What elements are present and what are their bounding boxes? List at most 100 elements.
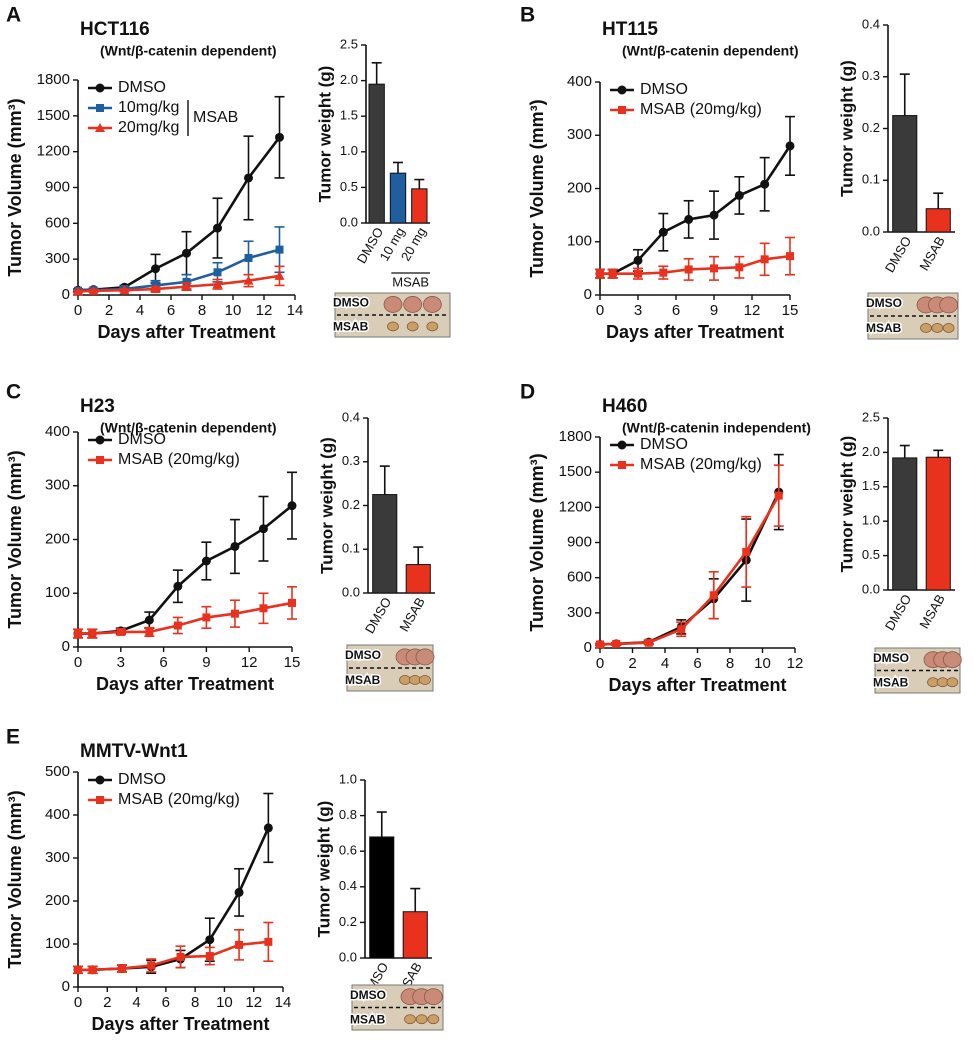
y-tick-label: 100 — [45, 935, 70, 952]
marker — [659, 268, 668, 277]
y-axis-label: Tumor Volume (mm³) — [527, 453, 547, 631]
y-tick-label: 300 — [567, 126, 592, 143]
series-line — [600, 145, 792, 275]
marker — [710, 264, 718, 273]
x-tick-label: MSAB — [916, 234, 947, 273]
series — [595, 236, 795, 281]
tumor — [931, 323, 944, 333]
y-tick-label: 0.0 — [339, 949, 357, 964]
marker — [677, 625, 686, 634]
marker — [74, 629, 82, 638]
bar — [389, 172, 407, 224]
tumor — [423, 988, 443, 1006]
panel-letter: D — [520, 381, 535, 404]
bar — [925, 208, 951, 233]
legend-label: 10mg/kg — [118, 99, 179, 116]
marker — [244, 173, 253, 183]
marker — [147, 961, 156, 970]
x-tick-label: 12 — [256, 302, 273, 319]
marker — [617, 85, 627, 95]
marker — [288, 598, 296, 607]
y-tick-label: 400 — [567, 73, 592, 90]
bar — [411, 188, 428, 224]
y-tick-label: 2.5 — [340, 36, 358, 51]
x-tick-label: 6 — [162, 994, 170, 1011]
y-axis-label: Tumor weight (g) — [315, 66, 334, 203]
y-tick-label: 0.0 — [862, 581, 880, 596]
marker — [274, 270, 285, 280]
y-tick-label: 1.5 — [340, 108, 358, 123]
marker — [116, 627, 125, 636]
x-tick-label: 12 — [744, 302, 761, 319]
marker — [596, 269, 604, 278]
tumor — [399, 675, 411, 685]
y-tick-label: 900 — [567, 533, 592, 550]
legend-label: DMSO — [118, 79, 166, 96]
y-tick-label: 0.0 — [340, 214, 358, 229]
marker — [213, 268, 222, 277]
bar — [368, 83, 385, 224]
legend-label: MSAB (20mg/kg) — [640, 101, 762, 118]
y-axis-label: Tumor Volume (mm³) — [5, 790, 25, 968]
marker — [618, 461, 626, 469]
y-tick-label: 0.5 — [862, 547, 880, 562]
y-tick-label: 500 — [45, 763, 70, 780]
x-axis-label: Days after Treatment — [97, 322, 275, 342]
x-tick-label: 3 — [117, 654, 125, 671]
marker — [709, 210, 719, 220]
legend-label: DMSO — [640, 436, 688, 453]
marker — [213, 223, 222, 233]
bar — [369, 836, 395, 959]
x-tick-label: 0 — [596, 655, 604, 672]
series — [73, 921, 274, 975]
x-tick-label: 6 — [159, 654, 167, 671]
y-tick-label: 900 — [45, 178, 70, 195]
y-tick-label: 0.3 — [342, 453, 360, 468]
tumor — [422, 296, 442, 313]
marker — [144, 615, 154, 625]
marker — [182, 248, 191, 258]
panel-letter: E — [6, 726, 20, 749]
chart-title: MMTV-Wnt1 — [80, 741, 188, 762]
series-line — [599, 494, 780, 646]
photo-label: MSAB — [866, 321, 902, 335]
legend-label: MSAB (20mg/kg) — [118, 451, 240, 468]
marker — [258, 524, 268, 534]
x-tick-label: 9 — [710, 302, 718, 319]
y-tick-label: 1500 — [559, 463, 592, 480]
panel-letter: B — [520, 4, 535, 27]
y-tick-label: 0.4 — [862, 16, 880, 31]
tumor — [942, 323, 955, 333]
photo-label: DMSO — [866, 296, 902, 310]
marker — [151, 264, 160, 274]
y-tick-label: 0.5 — [340, 179, 358, 194]
x-tick-label: 0 — [74, 654, 82, 671]
marker — [658, 227, 668, 237]
marker — [785, 141, 795, 151]
photo-label: DMSO — [333, 296, 369, 310]
y-axis-label: Tumor weight (g) — [837, 436, 856, 573]
marker — [212, 279, 223, 289]
series — [73, 585, 297, 639]
legend-label: DMSO — [118, 431, 166, 448]
marker — [95, 775, 105, 785]
marker — [201, 556, 211, 566]
legend-label: MSAB (20mg/kg) — [118, 791, 240, 808]
tumor — [404, 1014, 416, 1025]
x-tick-label: 0 — [596, 302, 604, 319]
y-tick-label: 1.5 — [862, 478, 880, 493]
marker — [612, 639, 621, 648]
x-tick-label: 6 — [693, 655, 701, 672]
tumor — [406, 321, 419, 332]
y-tick-label: 0.0 — [342, 584, 360, 599]
marker — [734, 190, 744, 200]
y-axis-label: Tumor weight (g) — [317, 437, 336, 574]
bar — [892, 115, 918, 233]
y-tick-label: 0 — [62, 978, 70, 995]
marker — [709, 591, 718, 600]
marker — [786, 252, 794, 261]
marker — [264, 937, 273, 946]
y-tick-label: 1.0 — [340, 143, 358, 158]
x-tick-label: MSAB — [396, 595, 427, 634]
marker — [259, 604, 268, 613]
